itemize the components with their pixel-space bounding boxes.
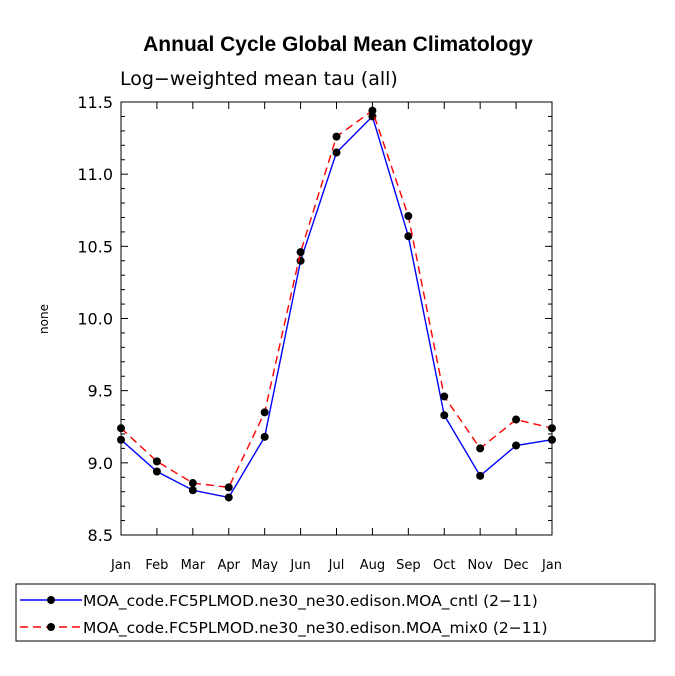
y-tick-label: 11.0 (77, 165, 113, 184)
series-2-point (440, 392, 449, 401)
series-1-point (332, 148, 341, 157)
x-tick-label: Apr (218, 558, 241, 573)
series-2-point (296, 248, 305, 257)
series-2-line (120, 109, 553, 489)
y-tick-label: 9.0 (88, 454, 113, 473)
series-2-point (224, 483, 233, 492)
series-1-point (512, 441, 521, 450)
x-tick-label: Jul (328, 558, 345, 573)
series-1-point (404, 232, 413, 241)
x-tick-label: Jan (110, 558, 131, 573)
series-2-point (260, 408, 269, 417)
plot-frame (120, 101, 553, 536)
x-tick-label: Jan (541, 558, 562, 573)
y-tick-label: 11.5 (77, 93, 113, 112)
y-tick-label: 8.5 (88, 526, 113, 545)
series-1-point (476, 471, 485, 480)
x-tick-label: Mar (181, 558, 206, 573)
x-tick-label: May (251, 558, 278, 573)
series-2-point (404, 212, 413, 221)
series-layer (117, 106, 556, 502)
series-2-point (512, 415, 521, 424)
x-tick-label: Dec (504, 558, 529, 573)
y-tick-label: 9.5 (88, 382, 113, 401)
series-1-point (260, 432, 269, 441)
series-2-point (476, 444, 485, 453)
y-tick-label: 10.5 (77, 237, 113, 256)
y-tick-labels: 8.5 9.0 9.5 10.0 10.5 11.0 11.5 (77, 93, 113, 545)
series-1-point (188, 486, 197, 495)
x-tick-label: Jun (289, 558, 310, 573)
series-1-point (224, 493, 233, 502)
series-1-point (440, 411, 449, 420)
legend-marker-1 (47, 596, 55, 604)
y-tick-label: 10.0 (77, 310, 113, 329)
y-axis-label: none (37, 304, 51, 334)
x-tick-labels: Jan Feb Mar Apr May Jun Jul Aug Sep Oct Nov Dec Jan (110, 558, 562, 573)
x-tick-label: Aug (360, 558, 385, 573)
series-2-point (188, 479, 197, 488)
legend-label-1: MOA_code.FC5PLMOD.ne30_ne30.edison.MOA_c… (83, 592, 538, 611)
chart-subtitle: Log−weighted mean tau (all) (120, 68, 398, 90)
series-2-point (332, 132, 341, 141)
series-2-point (368, 106, 377, 115)
legend-label-2: MOA_code.FC5PLMOD.ne30_ne30.edison.MOA_m… (83, 619, 548, 638)
series-1-line (120, 115, 553, 499)
series-1-point (152, 467, 161, 476)
x-tick-label: Nov (467, 558, 493, 573)
x-tick-label: Oct (433, 558, 455, 573)
x-tick-label: Feb (145, 558, 168, 573)
chart-title: Annual Cycle Global Mean Climatology (143, 33, 533, 56)
legend-marker-2 (47, 623, 55, 631)
x-tick-label: Sep (396, 558, 421, 573)
series-1-point (296, 256, 305, 265)
series-2-point (152, 457, 161, 466)
legend-box (15, 583, 656, 642)
legend: MOA_code.FC5PLMOD.ne30_ne30.edison.MOA_c… (15, 583, 656, 642)
